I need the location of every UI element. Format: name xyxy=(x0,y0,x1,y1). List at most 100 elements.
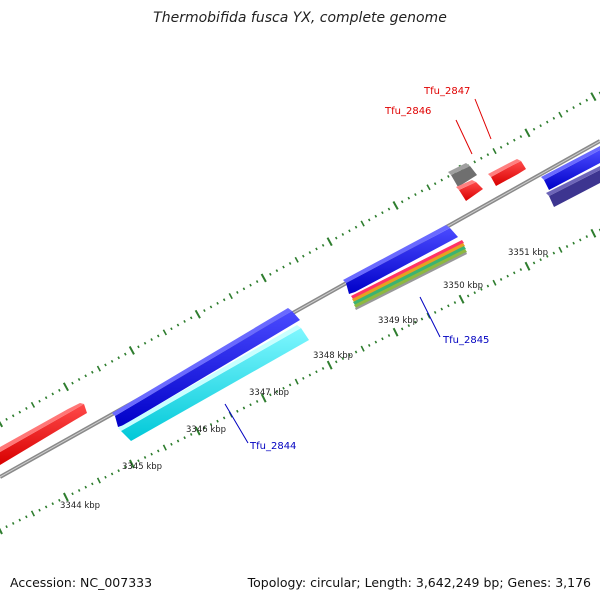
outer-tick-row xyxy=(0,91,600,428)
tick-mark xyxy=(440,307,444,311)
tick-mark xyxy=(302,376,305,380)
tick-mark xyxy=(590,228,597,238)
tick-mark xyxy=(275,269,279,273)
tick-mark xyxy=(51,392,55,396)
tick-mark xyxy=(348,229,351,233)
accession-text: Accession: NC_007333 xyxy=(10,575,153,590)
tick-mark xyxy=(96,365,102,372)
tick-mark xyxy=(71,492,74,496)
tick-mark xyxy=(189,316,193,320)
feature-gray-tfu-2846 xyxy=(448,163,477,187)
tick-mark xyxy=(123,352,127,356)
tick-mark xyxy=(30,401,36,408)
tick-mark xyxy=(572,106,575,109)
tick-mark xyxy=(143,341,147,345)
feature-striped-tfu-2845 xyxy=(351,240,467,310)
tick-mark xyxy=(170,327,173,331)
tick-mark xyxy=(38,399,41,403)
tick-mark xyxy=(552,116,556,120)
tick-mark xyxy=(480,287,483,291)
tick-mark xyxy=(400,327,404,331)
tick-mark xyxy=(334,360,338,364)
gene-label-tfu-2846[interactable]: Tfu_2846 xyxy=(384,106,431,117)
tick-mark xyxy=(44,396,48,400)
tick-mark xyxy=(156,334,160,338)
gene-label-tfu-2847[interactable]: Tfu_2847 xyxy=(423,86,470,97)
tick-mark xyxy=(426,312,431,319)
tick-mark xyxy=(492,148,497,155)
leader-lines xyxy=(224,98,492,444)
tick-mark xyxy=(433,182,437,186)
tick-mark xyxy=(539,258,542,262)
tick-mark xyxy=(77,489,81,492)
tick-mark xyxy=(532,261,536,265)
tick-mark xyxy=(5,525,8,529)
tick-mark xyxy=(420,189,424,193)
tick-mark xyxy=(374,214,378,218)
gene-label-tfu-2845[interactable]: Tfu_2845 xyxy=(442,335,489,346)
tick-mark xyxy=(150,452,153,456)
tick-mark xyxy=(18,410,22,414)
tick-mark xyxy=(315,370,318,374)
tick-mark xyxy=(578,102,582,106)
tick-mark xyxy=(11,414,15,418)
feature-blue-tfu-2845 xyxy=(343,225,458,294)
tick-mark xyxy=(137,459,140,463)
tick-mark xyxy=(249,283,252,287)
tick-mark xyxy=(222,416,226,420)
tick-mark xyxy=(506,274,509,278)
tick-mark xyxy=(420,317,424,321)
tick-mark xyxy=(189,432,193,436)
tick-mark xyxy=(341,357,345,360)
tick-mark xyxy=(545,254,549,258)
tick-mark xyxy=(170,442,173,446)
tick-mark xyxy=(392,327,399,337)
tick-mark xyxy=(326,237,333,247)
kbp-label-3346: 3346 kbp xyxy=(186,425,226,435)
tick-mark xyxy=(367,343,371,347)
tick-mark xyxy=(228,293,233,300)
tick-mark xyxy=(360,345,365,352)
tick-mark xyxy=(84,485,88,489)
tick-mark xyxy=(387,334,391,337)
tick-mark xyxy=(302,254,305,258)
tick-mark xyxy=(25,407,28,410)
tick-mark xyxy=(512,271,516,275)
kbp-label-3350: 3350 kbp xyxy=(443,281,483,291)
tick-mark xyxy=(360,220,365,227)
tick-mark xyxy=(236,291,239,294)
tick-mark xyxy=(578,238,582,242)
tick-mark xyxy=(269,393,272,397)
tick-mark xyxy=(71,381,74,385)
tick-mark xyxy=(216,301,219,305)
tick-mark xyxy=(117,356,120,360)
kbp-label-3351: 3351 kbp xyxy=(508,248,548,258)
tick-mark xyxy=(381,211,384,215)
tick-mark xyxy=(25,515,28,519)
tick-mark xyxy=(63,492,69,502)
tick-mark xyxy=(123,465,127,469)
feature-blue-tfu-2844 xyxy=(112,308,300,427)
tick-mark xyxy=(506,142,509,146)
tick-mark xyxy=(326,360,333,370)
tick-mark xyxy=(91,482,94,486)
tick-mark xyxy=(473,291,477,295)
tick-mark xyxy=(194,426,201,436)
tick-mark xyxy=(308,251,312,254)
tick-mark xyxy=(572,241,575,245)
tick-mark xyxy=(143,456,147,459)
tick-mark xyxy=(5,417,8,421)
tick-mark xyxy=(203,426,206,430)
tick-mark xyxy=(288,262,292,265)
tick-mark xyxy=(58,498,61,502)
tick-mark xyxy=(176,323,180,327)
gene-labels: Tfu_2847 Tfu_2846 Tfu_2845 Tfu_2844 xyxy=(249,86,489,452)
gene-label-tfu-2844[interactable]: Tfu_2844 xyxy=(249,441,296,452)
tick-mark xyxy=(51,502,55,506)
tick-mark xyxy=(480,156,483,160)
tick-mark xyxy=(58,388,61,392)
tick-mark xyxy=(104,475,107,479)
tick-mark xyxy=(260,393,267,403)
tick-mark xyxy=(209,305,213,309)
